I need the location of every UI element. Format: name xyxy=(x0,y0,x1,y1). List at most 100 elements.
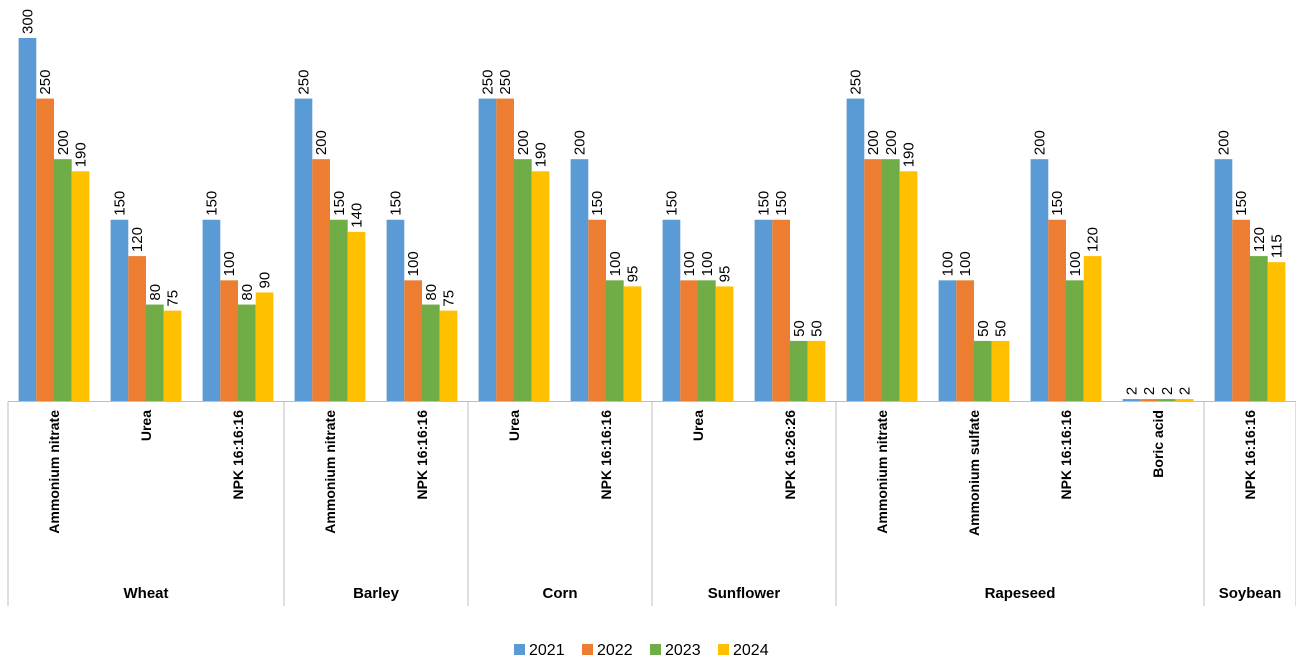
data-label: 50 xyxy=(975,320,992,337)
category-label: NPK 16:16:16 xyxy=(1058,410,1074,500)
data-label: 100 xyxy=(939,251,956,276)
data-label: 150 xyxy=(773,191,790,216)
data-label: 80 xyxy=(239,284,256,301)
category-label: NPK 16:16:16 xyxy=(414,410,430,500)
bar-sunflower-urea-2022 xyxy=(680,280,698,402)
category-label: Ammonium sulfate xyxy=(966,410,982,536)
data-label: 250 xyxy=(479,70,496,95)
bar-barley-ammonium-nitrate-2023 xyxy=(330,219,348,402)
category-label: NPK 16:16:16 xyxy=(1242,410,1258,500)
data-label: 120 xyxy=(1251,227,1268,252)
data-label: 50 xyxy=(791,320,808,337)
data-label: 150 xyxy=(203,191,220,216)
category-label: Boric acid xyxy=(1150,410,1166,478)
bar-sunflower-urea-2024 xyxy=(715,286,734,402)
bar-rapeseed-ammonium-sulfate-2022 xyxy=(956,280,974,402)
data-label: 150 xyxy=(1233,191,1250,216)
bar-wheat-npk-16-16-16-2023 xyxy=(238,304,256,402)
data-label: 150 xyxy=(387,191,404,216)
legend: 2021 2022 2023 2024 xyxy=(514,642,769,659)
bar-corn-npk-16-16-16-2022 xyxy=(588,219,606,402)
bar-corn-urea-2024 xyxy=(531,171,550,402)
bar-rapeseed-ammonium-sulfate-2023 xyxy=(974,340,992,402)
bar-sunflower-urea-2023 xyxy=(698,280,716,402)
data-label: 250 xyxy=(497,70,514,95)
data-label: 200 xyxy=(1031,130,1048,155)
category-label: NPK 16:16:16 xyxy=(230,410,246,500)
data-label: 120 xyxy=(129,227,146,252)
data-label: 190 xyxy=(533,142,550,167)
data-label: 2 xyxy=(1141,387,1158,395)
bar-rapeseed-ammonium-sulfate-2021 xyxy=(938,280,957,402)
bar-barley-ammonium-nitrate-2024 xyxy=(347,231,366,402)
data-label: 100 xyxy=(221,251,238,276)
legend-item-2022: 2022 xyxy=(582,642,633,659)
category-axis: Ammonium nitrate Urea NPK 16:16:16 Ammonium… xyxy=(7,401,1296,606)
data-label: 200 xyxy=(1215,130,1232,155)
bar-wheat-urea-2023 xyxy=(146,304,164,402)
data-label: 200 xyxy=(883,130,900,155)
legend-item-2021: 2021 xyxy=(514,642,565,659)
bar-rapeseed-npk-16-16-16-2023 xyxy=(1066,280,1084,402)
data-label: 100 xyxy=(699,251,716,276)
bars-layer xyxy=(18,38,1286,402)
data-label: 300 xyxy=(19,9,36,34)
data-label: 250 xyxy=(37,70,54,95)
bar-rapeseed-ammonium-nitrate-2021 xyxy=(846,98,865,402)
bar-sunflower-npk-16-26-26-2021 xyxy=(754,219,773,402)
bar-corn-npk-16-16-16-2021 xyxy=(570,159,589,402)
data-label: 150 xyxy=(755,191,772,216)
bar-rapeseed-npk-16-16-16-2022 xyxy=(1048,219,1066,402)
bar-wheat-ammonium-nitrate-2021 xyxy=(18,38,37,402)
bar-rapeseed-npk-16-16-16-2024 xyxy=(1083,256,1102,402)
bar-rapeseed-npk-16-16-16-2021 xyxy=(1030,159,1049,402)
data-label: 120 xyxy=(1085,227,1102,252)
data-label: 190 xyxy=(73,142,90,167)
data-label: 80 xyxy=(147,284,164,301)
data-label: 150 xyxy=(1049,191,1066,216)
bar-barley-npk-16-16-16-2024 xyxy=(439,310,458,402)
bar-wheat-ammonium-nitrate-2024 xyxy=(71,171,90,402)
bar-wheat-npk-16-16-16-2021 xyxy=(202,219,221,402)
legend-swatch xyxy=(582,644,593,655)
bar-sunflower-urea-2021 xyxy=(662,219,681,402)
data-label: 250 xyxy=(295,70,312,95)
legend-label: 2024 xyxy=(733,642,769,659)
data-label: 100 xyxy=(1067,251,1084,276)
data-label: 95 xyxy=(625,266,642,283)
category-label: Ammonium nitrate xyxy=(874,410,890,534)
bar-rapeseed-boric-acid-2021 xyxy=(1122,399,1141,402)
bar-soybean-npk-16-16-16-2022 xyxy=(1232,219,1250,402)
category-label: Urea xyxy=(506,410,522,441)
data-label: 100 xyxy=(957,251,974,276)
bar-sunflower-npk-16-26-26-2024 xyxy=(807,340,826,402)
data-label: 140 xyxy=(349,203,366,228)
bar-wheat-urea-2022 xyxy=(128,256,146,402)
bar-barley-npk-16-16-16-2022 xyxy=(404,280,422,402)
data-label: 90 xyxy=(257,272,274,289)
bar-soybean-npk-16-16-16-2023 xyxy=(1250,256,1268,402)
bar-rapeseed-ammonium-nitrate-2024 xyxy=(899,171,918,402)
legend-item-2024: 2024 xyxy=(718,642,769,659)
data-label: 50 xyxy=(809,320,826,337)
legend-swatch xyxy=(514,644,525,655)
data-label: 80 xyxy=(423,284,440,301)
data-label: 75 xyxy=(165,290,182,307)
group-label: Corn xyxy=(543,585,578,602)
legend-swatch xyxy=(650,644,661,655)
bar-corn-urea-2023 xyxy=(514,159,532,402)
data-label: 100 xyxy=(607,251,624,276)
data-label: 200 xyxy=(865,130,882,155)
bar-rapeseed-boric-acid-2024 xyxy=(1175,399,1194,402)
data-label: 200 xyxy=(571,130,588,155)
bar-sunflower-npk-16-26-26-2023 xyxy=(790,340,808,402)
legend-item-2023: 2023 xyxy=(650,642,701,659)
bar-rapeseed-ammonium-nitrate-2022 xyxy=(864,159,882,402)
data-label: 2 xyxy=(1177,387,1194,395)
data-label: 150 xyxy=(111,191,128,216)
data-label: 150 xyxy=(589,191,606,216)
group-label: Sunflower xyxy=(708,585,781,602)
bar-soybean-npk-16-16-16-2021 xyxy=(1214,159,1233,402)
